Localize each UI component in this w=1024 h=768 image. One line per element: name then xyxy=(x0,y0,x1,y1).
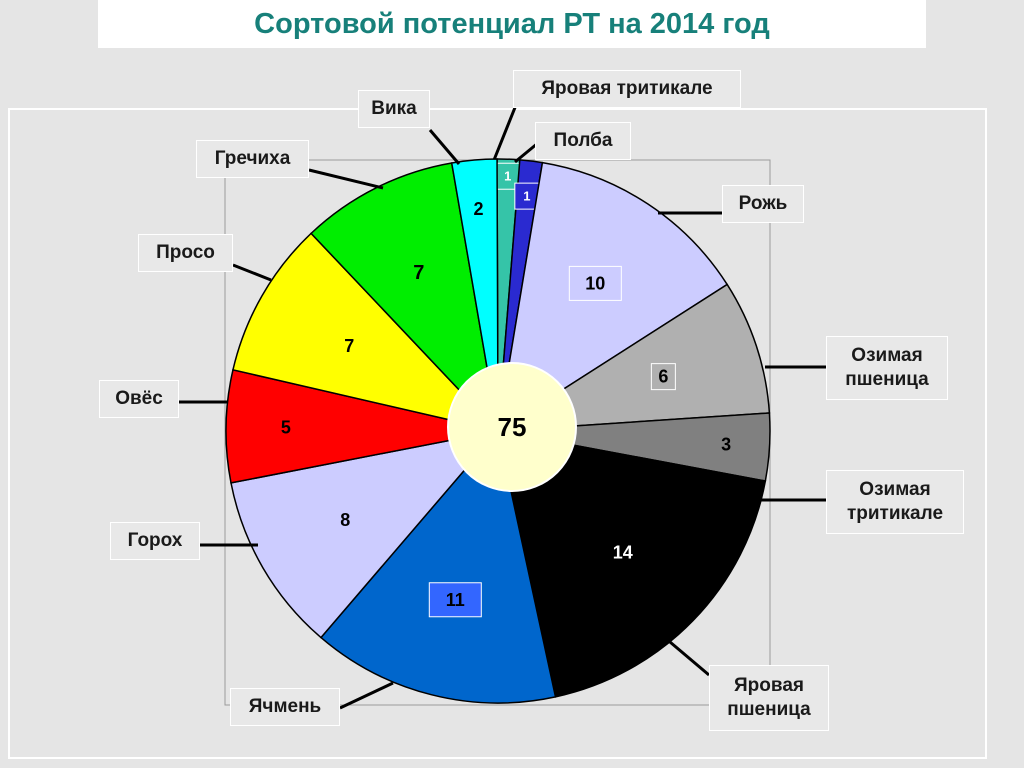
category-label: Горох xyxy=(110,522,200,560)
leader-line xyxy=(428,129,461,165)
category-label: Гречиха xyxy=(196,140,309,178)
pie-slice xyxy=(497,430,767,698)
value-label: 3 xyxy=(721,435,731,455)
value-label-box xyxy=(568,265,622,301)
value-label: 11 xyxy=(446,590,465,610)
leader-line xyxy=(308,168,384,190)
pie-slice xyxy=(230,429,500,639)
value-label: 2 xyxy=(474,199,484,219)
category-label: Вика xyxy=(358,90,430,128)
title-bar: Сортовой потенциал РТ на 2014 год xyxy=(98,0,926,48)
value-label: 1 xyxy=(523,189,530,204)
category-label: Овёс xyxy=(99,380,179,418)
value-label: 10 xyxy=(585,273,605,293)
value-label: 5 xyxy=(281,417,291,437)
value-label-box xyxy=(650,363,676,391)
category-label: Яровая пшеница xyxy=(709,665,829,731)
category-label: Яровая тритикале xyxy=(513,70,741,108)
value-label: 7 xyxy=(413,262,424,284)
category-label: Озимая тритикале xyxy=(826,470,964,534)
value-label: 7 xyxy=(344,336,354,356)
leader-line xyxy=(492,99,520,161)
category-label: Полба xyxy=(535,122,631,160)
value-label: 6 xyxy=(658,367,668,387)
center-circle xyxy=(447,362,577,492)
pie-slice xyxy=(225,368,499,484)
total-value: 75 xyxy=(498,412,527,442)
pie-slice xyxy=(319,429,557,704)
leader-line xyxy=(232,263,272,282)
leader-line xyxy=(514,141,539,164)
category-label: Просо xyxy=(138,234,233,272)
value-label: 14 xyxy=(613,542,633,562)
value-label: 1 xyxy=(504,169,511,184)
chart-frame xyxy=(8,108,987,759)
category-label: Ячмень xyxy=(230,688,340,726)
pie-slice xyxy=(232,232,501,433)
chart-title: Сортовой потенциал РТ на 2014 год xyxy=(254,7,770,40)
category-label: Рожь xyxy=(722,185,804,223)
leader-line xyxy=(339,681,394,710)
value-label: 8 xyxy=(340,510,350,530)
leader-line xyxy=(669,640,710,677)
value-label-box xyxy=(428,582,482,618)
pie-slice xyxy=(450,158,499,432)
category-label: Озимая пшеница xyxy=(826,336,948,400)
